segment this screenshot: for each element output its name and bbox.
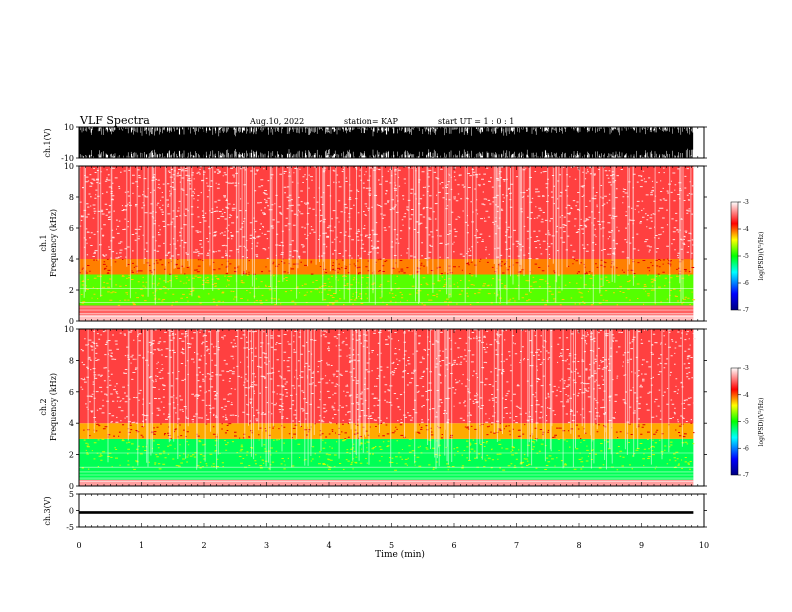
spectrogram-band [79, 479, 694, 486]
ch1-waveform-yticks: 10 -10 [61, 123, 707, 163]
ch1-colorbar: -3 -4 -5 -6 -7 log(PSD)(V²/Hz) [730, 199, 765, 314]
time-axis-label: Time (min) [375, 549, 425, 560]
ch3-waveform-frame [78, 493, 705, 528]
time-tick-label: 5 [389, 541, 394, 550]
ch1-colorbar-gradient [730, 201, 739, 311]
ytick-label: 2 [69, 286, 74, 295]
time-tick-label: 1 [139, 541, 144, 550]
time-tick-label: 2 [201, 541, 206, 550]
ch1-colorbar-label: log(PSD)(V²/Hz) [758, 232, 765, 281]
time-axis: 0 1 2 3 4 5 6 7 8 9 10 [76, 127, 709, 550]
ch3-waveform-band [79, 511, 694, 514]
ytick-label: 0 [69, 317, 74, 326]
time-axis-ticks [78, 127, 705, 527]
colorbar-tick-label: -4 [743, 226, 749, 233]
ch3-waveform-ylabel: ch.3(V) [43, 496, 52, 525]
time-tick-label: 8 [576, 541, 581, 550]
ytick-label: 4 [69, 419, 74, 428]
ytick-label: 8 [69, 356, 74, 365]
spectrogram-band [79, 274, 694, 306]
header-start-time: start UT = 1 : 0 : 1 [438, 117, 514, 126]
colorbar-tick-label: -3 [743, 365, 749, 372]
time-tick-label: 7 [514, 541, 519, 550]
time-tick-label: 3 [264, 541, 269, 550]
figure-title: VLF Spectra [79, 114, 150, 127]
spectrogram-band [79, 314, 694, 321]
ytick-label: 6 [69, 224, 74, 233]
colorbar-tick-label: -5 [743, 419, 749, 426]
ch3-waveform-yticks: 5 0 -5 [66, 490, 707, 532]
colorbar-tick-label: -6 [743, 445, 749, 452]
colorbar-tick-label: -3 [743, 199, 749, 206]
spectrogram-hlines [79, 452, 694, 482]
ytick-label: -5 [66, 523, 74, 532]
spectrogram-band [79, 259, 694, 275]
ytick-label: 8 [69, 193, 74, 202]
time-tick-label: 6 [451, 541, 456, 550]
colorbar-tick-label: -4 [743, 392, 749, 399]
colorbar-tick-label: -5 [743, 253, 749, 260]
time-tick-label: 9 [639, 541, 644, 550]
ch1-colorbar-ticks: -3 -4 -5 -6 -7 [738, 199, 749, 314]
ytick-label: 10 [64, 325, 74, 334]
ytick-label: 0 [69, 482, 74, 491]
ch2-spectrogram-panel: 0 2 4 6 8 10 ch.2Frequency (kHz) [39, 325, 707, 491]
ch2-colorbar-gradient [730, 367, 739, 476]
ch2-spectrogram-image [79, 329, 696, 486]
header-date: Aug.10, 2022 [249, 117, 304, 126]
ytick-label: 0 [69, 507, 74, 516]
ch1-waveform-ylabel: ch.1(V) [43, 128, 52, 157]
time-tick-label: 0 [76, 541, 81, 550]
time-tick-label: 10 [699, 541, 709, 550]
ytick-label: 2 [69, 451, 74, 460]
spectrogram-band [79, 329, 694, 424]
ch1-spectrogram-panel: 0 2 4 6 8 10 ch.1Frequency (kHz) [39, 162, 707, 326]
ch1-waveform-line [79, 127, 694, 158]
time-tick-label: 4 [326, 541, 331, 550]
colorbar-tick-label: -7 [743, 307, 749, 314]
ch2-spectrogram-yticks: 0 2 4 6 8 10 [64, 325, 707, 491]
ch1-waveform-panel: 10 -10 ch.1(V) [43, 123, 707, 163]
spectrogram-speckle-light [79, 166, 696, 260]
ch3-waveform-trace [79, 511, 694, 514]
ch3-waveform-panel: 5 0 -5 ch.3(V) [43, 490, 707, 532]
ch1-spectrogram-ylabel: ch.1Frequency (kHz) [39, 209, 58, 277]
spectrogram-hlines [79, 288, 694, 317]
spectrogram-streaks [87, 329, 683, 471]
ytick-label: 10 [64, 162, 74, 171]
ch2-colorbar-label: log(PSD)(V²/Hz) [758, 398, 765, 447]
ch1-waveform-trace [79, 127, 694, 158]
ch2-colorbar: -3 -4 -5 -6 -7 log(PSD)(V²/Hz) [730, 365, 765, 479]
colorbar-tick-label: -6 [743, 280, 749, 287]
ytick-label: -10 [61, 154, 74, 163]
ch2-colorbar-ticks: -3 -4 -5 -6 -7 [738, 365, 749, 479]
spectrogram-streaks [79, 166, 692, 305]
colorbar-tick-label: -7 [743, 472, 749, 479]
ytick-label: 6 [69, 388, 74, 397]
header-station: station= KAP [344, 117, 399, 126]
ytick-label: 4 [69, 255, 74, 264]
ytick-label: 5 [69, 490, 74, 499]
ytick-label: 10 [64, 123, 74, 132]
ch1-spectrogram-yticks: 0 2 4 6 8 10 [64, 162, 707, 326]
ch1-spectrogram-image [79, 166, 696, 321]
ch2-spectrogram-ylabel: ch.2Frequency (kHz) [39, 373, 58, 441]
spectrogram-band [79, 423, 694, 439]
